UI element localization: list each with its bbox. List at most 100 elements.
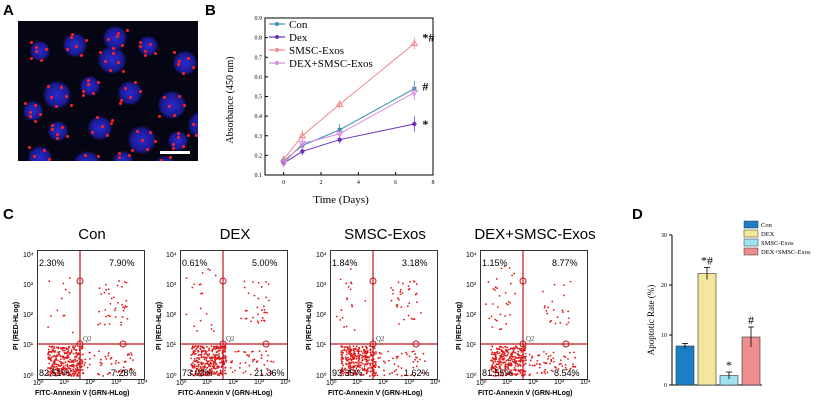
cell-event [252, 316, 254, 319]
cell-event [252, 359, 254, 361]
cell-event [205, 359, 208, 362]
cell-event [108, 323, 111, 325]
cell-event [216, 347, 218, 350]
cell-event [100, 293, 103, 295]
cell-event [56, 354, 59, 357]
cell-event [358, 364, 360, 367]
red-signal [177, 136, 180, 139]
cell-event [355, 345, 358, 348]
chart-b-ylabel: Absorbance (450 nm) [225, 56, 236, 143]
cell-event [511, 358, 513, 361]
cell-event [68, 345, 71, 348]
cell-event [217, 356, 220, 359]
red-signal [136, 130, 139, 133]
cell-event [193, 325, 196, 328]
flow-xtick: 10¹ [59, 379, 70, 386]
cell-event [399, 293, 402, 296]
cell-event [130, 352, 132, 354]
significance-mark: *# [422, 31, 434, 45]
cell-event [64, 357, 66, 359]
red-signal [47, 85, 50, 88]
flow-ytick: 10³ [316, 282, 327, 289]
cell-event [265, 281, 268, 283]
cell-event [392, 357, 394, 360]
cell-event [552, 360, 555, 363]
cell-event [373, 361, 376, 363]
cell-event [105, 315, 107, 318]
cell-event [509, 282, 512, 285]
cell-event [198, 368, 201, 371]
pct-lower-left: 82.51% [39, 368, 70, 378]
cell-event [55, 368, 57, 371]
cell-event [345, 351, 348, 354]
cell-event [64, 288, 67, 291]
cell-event [247, 292, 250, 295]
chart-b-ytick-label: 0.5 [255, 95, 263, 101]
cell-event [529, 359, 532, 362]
red-signal [128, 154, 131, 157]
cell-event [58, 364, 60, 367]
cell-event [58, 367, 60, 370]
cell-event [192, 366, 194, 369]
cell-event [131, 359, 134, 362]
gate-label: Q2 [83, 335, 92, 343]
red-signal [163, 96, 166, 99]
cell-event [531, 364, 534, 367]
red-signal [56, 133, 59, 136]
flow-ytick: 10¹ [316, 342, 327, 349]
cell-event [540, 371, 543, 374]
cell-event [86, 366, 89, 369]
cell-event [207, 268, 210, 271]
cell-event [253, 358, 256, 361]
cell-event [61, 373, 64, 376]
cell-event [397, 298, 400, 301]
cell-event [204, 363, 207, 365]
red-signal [146, 148, 149, 151]
cell-event [75, 356, 78, 358]
legend-swatch [743, 220, 759, 229]
cell-event [243, 351, 246, 353]
cell-event [349, 357, 352, 360]
flow-xlabel: FITC-Annexin V (GRN-HLog) [178, 390, 273, 397]
red-signal [139, 45, 142, 48]
cell-event [412, 360, 415, 363]
cell-event [107, 352, 110, 354]
cell-event [406, 353, 409, 356]
cell-event [356, 349, 358, 352]
cell-event [206, 373, 209, 376]
cell-event [494, 360, 497, 363]
cell-event [505, 322, 508, 325]
cell-event [191, 286, 194, 289]
red-signal [60, 86, 63, 89]
cell-event [49, 373, 52, 376]
cell-event [98, 373, 101, 376]
cell-event [508, 357, 511, 360]
cell-event [48, 354, 51, 357]
cell-event [495, 351, 497, 354]
cell-event [374, 364, 377, 367]
cell-event [198, 361, 200, 363]
cell-event [217, 345, 219, 348]
cell-event [357, 354, 360, 357]
cell-event [552, 309, 555, 311]
legend-swatch [743, 247, 759, 256]
cell-event [60, 362, 63, 364]
cell-event [193, 374, 196, 377]
cell-event [67, 367, 69, 369]
cell-event [49, 368, 52, 370]
cell-event [361, 358, 364, 361]
cell-event [485, 303, 487, 306]
cell-event [552, 370, 554, 373]
cell-event [60, 371, 63, 373]
cell-event [260, 357, 263, 360]
data-point [335, 100, 344, 107]
cell-event [533, 364, 536, 367]
red-signal [71, 33, 74, 36]
chart-b-ytick-label: 0.6 [255, 75, 263, 81]
cell-event [192, 351, 195, 354]
cell-event [508, 267, 511, 269]
cell-event [97, 372, 99, 375]
cell-event [244, 361, 247, 364]
flow-xtick: 10⁰ [33, 380, 44, 387]
cell-event [202, 356, 205, 359]
